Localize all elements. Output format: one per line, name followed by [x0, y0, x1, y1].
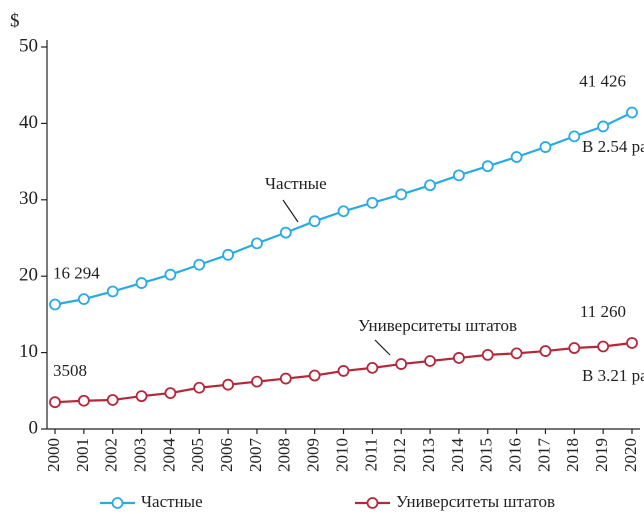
point: [539, 141, 552, 153]
x-tick-label: 2013: [419, 438, 438, 472]
annotation: Частные: [265, 174, 327, 193]
point: [251, 237, 263, 250]
point: [510, 151, 523, 163]
data-label: 3508: [53, 361, 87, 380]
point: [77, 293, 90, 306]
point: [49, 396, 61, 409]
point: [164, 387, 177, 399]
point: [395, 358, 408, 370]
point: [539, 345, 552, 357]
point: [106, 285, 119, 298]
point: [424, 355, 436, 367]
x-tick-label: 2007: [246, 438, 265, 473]
annotation: В 3.21 раза: [582, 366, 644, 385]
legend-marker: [111, 497, 124, 509]
x-tick-label: 2012: [390, 438, 409, 472]
x-tick-label: 2009: [304, 438, 323, 472]
point: [193, 381, 206, 394]
point: [193, 258, 206, 271]
data-label: 41 426: [579, 71, 626, 90]
y-tick-label: 30: [19, 188, 38, 209]
x-tick-label: 2006: [217, 438, 236, 472]
point: [279, 372, 292, 385]
point: [597, 340, 610, 353]
point: [279, 226, 292, 239]
x-tick-label: 2017: [534, 438, 553, 473]
x-tick-label: 2004: [159, 438, 178, 473]
y-tick-label: 20: [19, 265, 38, 286]
point: [308, 215, 321, 228]
legend-label: Частные: [141, 492, 203, 511]
legend-label: Университеты штатов: [396, 492, 555, 511]
annotation: Университеты штатов: [358, 316, 517, 335]
point: [424, 179, 436, 192]
x-tick-label: 2011: [361, 438, 380, 471]
point: [222, 378, 235, 391]
point: [626, 337, 638, 349]
point: [452, 169, 465, 182]
x-tick-label: 2015: [477, 438, 496, 472]
x-tick-label: 2016: [506, 438, 525, 472]
x-tick-label: 2001: [73, 438, 92, 472]
point: [164, 268, 177, 281]
leader-line: [282, 199, 299, 223]
y-tick-label: 0: [29, 417, 39, 438]
x-tick-label: 2018: [563, 438, 582, 472]
data-label: 11 260: [580, 302, 626, 321]
point: [366, 361, 379, 374]
point: [510, 347, 523, 360]
x-tick-label: 2003: [130, 438, 149, 472]
annotation: В 2.54 раза: [582, 137, 644, 156]
point: [222, 248, 235, 261]
point: [77, 394, 90, 407]
point: [481, 348, 494, 361]
leader-line: [374, 339, 391, 356]
point: [597, 120, 610, 133]
x-tick-label: 2010: [332, 438, 351, 472]
y-tick-label: 50: [19, 35, 38, 56]
point: [395, 188, 408, 201]
x-tick-label: 2019: [592, 438, 611, 472]
x-tick-label: 2000: [44, 438, 63, 472]
point: [568, 130, 581, 143]
y-tick-label: 40: [19, 112, 38, 133]
point: [481, 160, 494, 173]
point: [251, 375, 263, 388]
point: [452, 352, 465, 364]
point: [135, 390, 148, 403]
x-tick-label: 2002: [102, 438, 121, 472]
y-tick-label: 10: [19, 341, 38, 362]
point: [337, 205, 350, 218]
x-tick-label: 2020: [621, 438, 640, 472]
legend-marker: [366, 497, 379, 509]
x-tick-label: 2005: [188, 438, 207, 472]
x-tick-label: 2008: [275, 438, 294, 472]
point: [106, 394, 119, 406]
point: [308, 369, 321, 382]
data-label: 16 294: [53, 263, 100, 282]
x-tick-label: 2014: [448, 438, 467, 473]
point: [337, 365, 350, 377]
point: [366, 196, 379, 209]
y-axis-label: $: [10, 10, 20, 31]
point: [135, 277, 148, 289]
point: [49, 298, 61, 311]
point: [626, 106, 638, 119]
point: [568, 342, 581, 354]
